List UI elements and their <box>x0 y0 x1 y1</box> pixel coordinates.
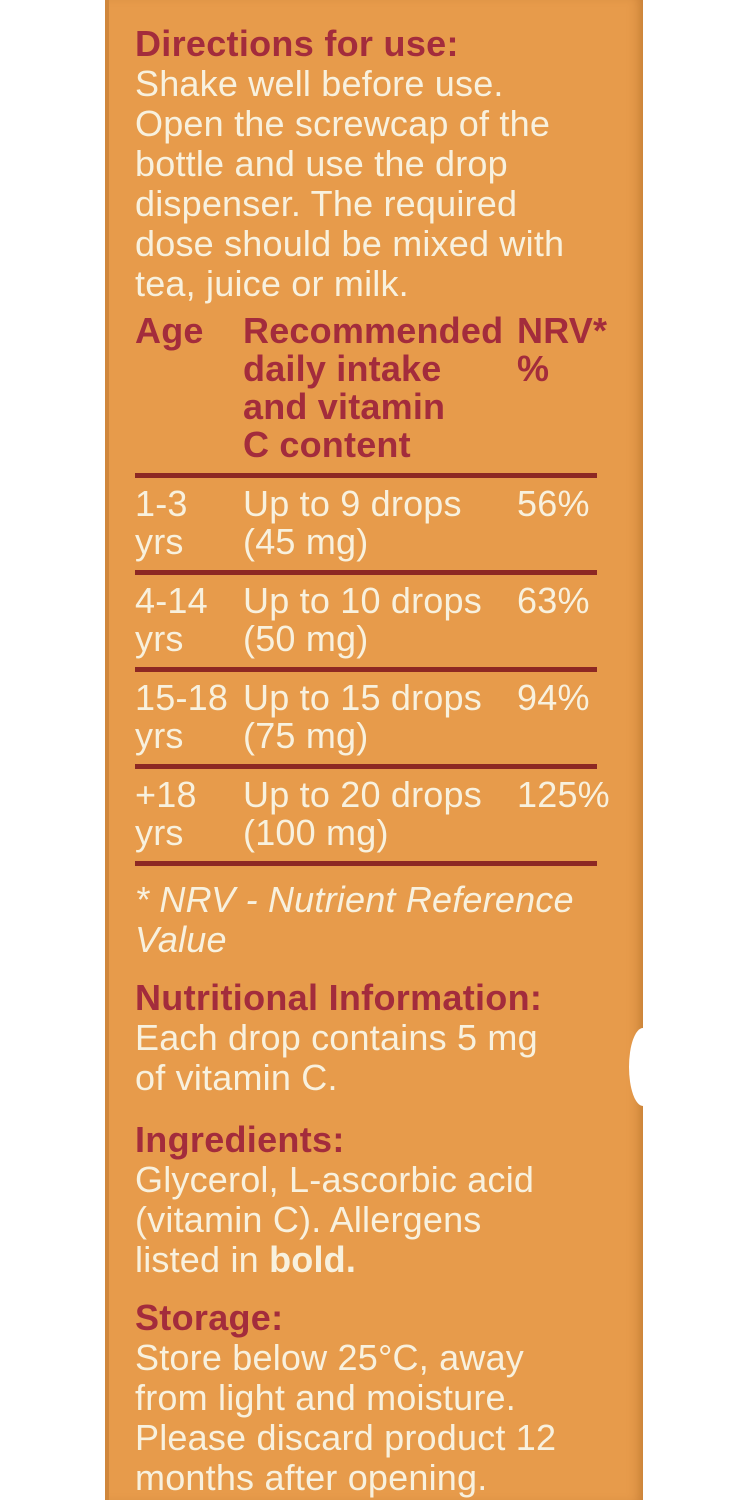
table-row: 1-3 yrs Up to 9 drops (45 mg) 56% <box>135 478 597 575</box>
ingredients-text-main: Glycerol, L-ascorbic acid (vitamin C). A… <box>135 1159 535 1280</box>
dosage-table: Age Recommended daily intake and vitamin… <box>135 310 610 866</box>
directions-text: Shake well before use. Open the screwcap… <box>135 63 565 304</box>
table-row: +18 yrs Up to 20 drops (100 mg) 125% <box>135 769 610 866</box>
table-row: 4-14 yrs Up to 10 drops (50 mg) 63% <box>135 575 597 672</box>
nrv-cell: 125% <box>517 774 610 815</box>
nrv-cell: 56% <box>517 483 590 524</box>
col-header-intake: Recommended daily intake and vitamin C c… <box>243 310 504 465</box>
age-cell: +18 yrs <box>135 774 197 853</box>
storage-heading: Storage: <box>135 1297 284 1338</box>
age-cell: 4-14 yrs <box>135 580 208 659</box>
intake-cell: Up to 15 drops (75 mg) <box>243 677 482 756</box>
allergen-bold-word: bold. <box>269 1239 357 1280</box>
directions-heading: Directions for use: <box>135 23 459 64</box>
nrv-cell: 94% <box>517 677 590 718</box>
storage-text: Store below 25°C, away from light and mo… <box>135 1337 557 1498</box>
nrv-cell: 63% <box>517 580 590 621</box>
col-header-age: Age <box>135 310 204 351</box>
label-panel: Directions for use: Shake well before us… <box>105 0 643 1500</box>
age-cell: 1-3 yrs <box>135 483 188 562</box>
col-header-nrv: NRV* % <box>517 310 608 389</box>
age-cell: 15-18 yrs <box>135 677 229 756</box>
nutrition-text: Each drop contains 5 mg of vitamin C. <box>135 1017 538 1098</box>
intake-cell: Up to 10 drops (50 mg) <box>243 580 482 659</box>
intake-cell: Up to 20 drops (100 mg) <box>243 774 482 853</box>
table-row: 15-18 yrs Up to 15 drops (75 mg) 94% <box>135 672 597 769</box>
ingredients-text: Glycerol, L-ascorbic acid (vitamin C). A… <box>135 1160 629 1280</box>
nutrition-heading: Nutritional Information: <box>135 977 543 1018</box>
nrv-footnote: * NRV - Nutrient Reference Value <box>135 879 574 960</box>
label-edge-notch <box>629 1028 643 1106</box>
ingredients-heading: Ingredients: <box>135 1119 345 1160</box>
table-header-row: Age Recommended daily intake and vitamin… <box>135 310 607 478</box>
intake-cell: Up to 9 drops (45 mg) <box>243 483 462 562</box>
